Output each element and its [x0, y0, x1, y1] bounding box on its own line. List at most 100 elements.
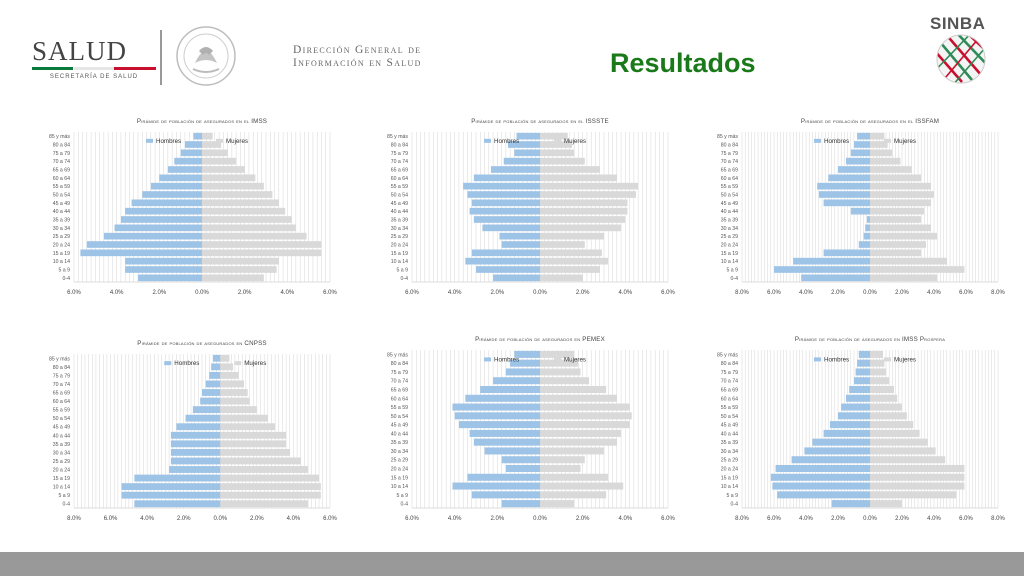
bar-mujeres [870, 174, 922, 182]
bar-hombres [205, 380, 221, 388]
legend-swatch-mujeres [216, 138, 223, 143]
bar-mujeres [870, 207, 925, 215]
bar-hombres [514, 350, 540, 358]
bar-mujeres [870, 473, 965, 481]
category-label: 75 a 79 [391, 370, 408, 376]
bar-mujeres [870, 149, 893, 157]
category-label: 15 a 19 [721, 475, 738, 481]
bar-mujeres [202, 241, 322, 248]
bar-hombres [80, 249, 202, 257]
category-label: 40 a 44 [53, 209, 70, 215]
bar-mujeres [540, 207, 628, 215]
dgis-line-2: Información en Salud [293, 57, 422, 69]
tick-label: 6.0% [323, 516, 337, 522]
chart-title: Pirámide de población de asegurados en C… [137, 340, 266, 347]
bar-mujeres [540, 232, 604, 240]
chart-title: Pirámide de población de asegurados en e… [471, 118, 609, 125]
bar-mujeres [202, 266, 277, 273]
tick-label: 8.0% [991, 516, 1005, 522]
bar-mujeres [870, 456, 946, 464]
pyramid-chart-pemex: Pirámide de población de asegurados en P… [378, 330, 678, 535]
tick-label: 0.0% [533, 516, 547, 522]
category-label: 55 a 59 [721, 184, 738, 190]
bar-mujeres [870, 241, 926, 248]
bar-mujeres [220, 483, 321, 491]
tick-label: 4.0% [799, 290, 813, 296]
pyramid-chart-imss-prospera: Pirámide de población de asegurados en I… [708, 330, 1008, 535]
bar-mujeres [540, 456, 585, 464]
bar-mujeres [220, 380, 245, 388]
category-label: 5 a 9 [396, 268, 408, 274]
bar-hombres [830, 421, 870, 429]
category-label: 0-4 [63, 502, 71, 508]
bar-mujeres [540, 385, 607, 394]
bar-hombres [125, 257, 202, 265]
bar-mujeres [540, 266, 600, 273]
category-label: 10 a 14 [721, 259, 738, 265]
legend-label-hombres: Hombres [824, 356, 849, 363]
bar-mujeres [870, 166, 912, 173]
bar-hombres [772, 482, 870, 490]
bar-hombres [846, 157, 870, 165]
bar-hombres [473, 216, 540, 223]
bar-hombres [849, 385, 870, 394]
category-label: 55 a 59 [391, 405, 408, 411]
bar-mujeres [540, 359, 579, 367]
pyramid-chart-imss-prospera-svg: Pirámide de población de asegurados en I… [717, 336, 1006, 522]
bar-mujeres [202, 182, 264, 190]
category-label: 20 a 24 [721, 467, 738, 473]
bar-hombres [480, 385, 540, 394]
category-label: 25 a 29 [53, 234, 70, 240]
bar-hombres [202, 389, 221, 396]
category-label: 60 a 64 [721, 176, 738, 182]
category-label: 5 a 9 [726, 268, 738, 274]
tick-label: 8.0% [735, 290, 749, 296]
category-label: 20 a 24 [391, 243, 408, 249]
footer-bar [0, 552, 1024, 576]
category-label: 45 a 49 [53, 425, 70, 431]
bar-hombres [131, 199, 202, 207]
tick-label: 4.0% [618, 290, 632, 296]
category-label: 10 a 14 [391, 259, 408, 265]
category-label: 85 y más [387, 352, 408, 358]
legend-label-mujeres: Mujeres [564, 356, 586, 363]
category-label: 60 a 64 [721, 396, 738, 402]
pyramid-chart-cnpss: Pirámide de población de asegurados en C… [40, 334, 340, 535]
bar-hombres [192, 406, 221, 414]
bar-hombres [823, 249, 870, 257]
bar-hombres [121, 491, 221, 499]
bar-hombres [170, 440, 221, 448]
bar-mujeres [870, 216, 922, 223]
bar-hombres [170, 448, 221, 456]
bar-hombres [831, 500, 870, 508]
category-label: 70 a 74 [391, 379, 408, 385]
category-label: 5 a 9 [396, 493, 408, 499]
category-label: 75 a 79 [53, 373, 70, 379]
bar-mujeres [870, 257, 947, 265]
bar-mujeres [870, 191, 934, 198]
bar-mujeres [540, 216, 626, 223]
bar-mujeres [870, 232, 938, 240]
bar-hombres [193, 132, 202, 140]
bar-hombres [863, 232, 870, 240]
bar-hombres [452, 403, 540, 411]
bar-hombres [150, 182, 202, 190]
tick-label: 6.0% [405, 516, 419, 522]
bar-mujeres [870, 491, 957, 499]
category-label: 60 a 64 [391, 176, 408, 182]
pyramid-chart-issste: Pirámide de población de asegurados en e… [378, 112, 678, 309]
tick-label: 6.0% [767, 516, 781, 522]
category-label: 25 a 29 [721, 234, 738, 240]
bar-mujeres [870, 141, 888, 148]
category-label: 40 a 44 [721, 431, 738, 437]
tick-label: 6.0% [67, 290, 81, 296]
category-label: 80 a 84 [391, 143, 408, 149]
bar-hombres [857, 359, 870, 367]
category-label: 55 a 59 [721, 405, 738, 411]
chart-title: Pirámide de población de asegurados en I… [795, 336, 945, 343]
salud-logo-text: SALUD [32, 36, 128, 66]
legend-label-hombres: Hombres [824, 138, 849, 145]
salud-logo-subtext: SECRETARÍA DE SALUD [49, 74, 139, 80]
bar-hombres [482, 224, 540, 232]
bar-hombres [134, 500, 221, 508]
